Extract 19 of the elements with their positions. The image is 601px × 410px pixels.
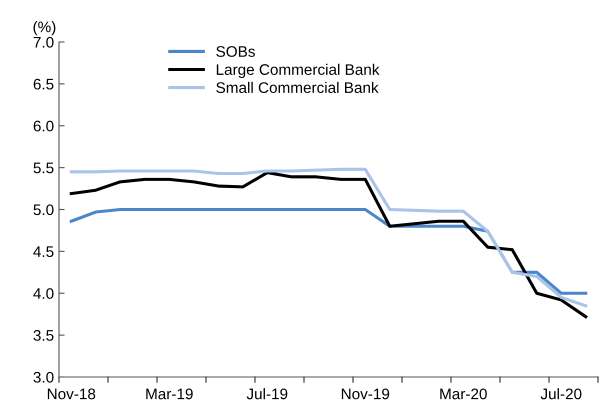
legend-label: SOBs [216,46,255,57]
y-tick-label: 6.0 [34,120,54,132]
x-tick-label: Nov-18 [48,388,96,400]
legend-label: Large Commercial Bank [216,64,380,78]
y-tick-label: 5.0 [34,204,54,216]
y-tick-label: 4.5 [33,246,54,258]
y-tick-label: 7.0 [34,36,54,48]
legend-label: Small Commercial Bank [216,82,379,94]
x-tick-label: Nov-19 [342,388,390,400]
y-tick-label: 4.0 [33,288,54,299]
y-tick-label: 5.5 [34,162,54,174]
y-tick-label: 3.5 [33,330,54,341]
y-tick-label: 3.0 [33,372,54,383]
x-tick-label: Mar-20 [440,388,487,400]
x-tick-label: Jul-19 [246,388,288,400]
y-tick-label: 6.5 [34,78,54,90]
x-tick-label: Mar-19 [146,388,193,400]
x-tick-label: Jul-20 [540,388,582,400]
y-axis-title: (%) [33,21,56,36]
